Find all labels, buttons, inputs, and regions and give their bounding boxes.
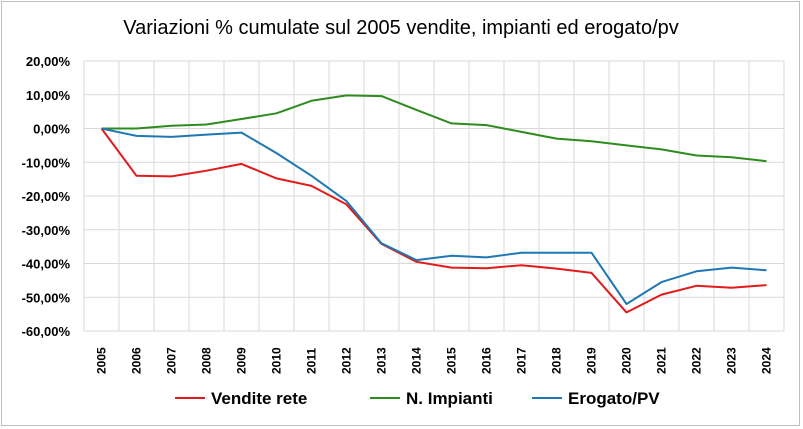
y-tick-label: -40,00% (22, 257, 71, 272)
x-tick-label: 2017 (515, 347, 529, 374)
legend: Vendite rete N. Impianti Erogato/PV (175, 389, 660, 408)
grid (83, 60, 785, 332)
legend-label-erogato-pv: Erogato/PV (568, 389, 660, 408)
series-line-vendite-rete (100, 127, 767, 314)
x-tick-label: 2012 (340, 347, 354, 374)
chart-title: Variazioni % cumulate sul 2005 vendite, … (123, 17, 679, 39)
x-tick-label: 2019 (585, 347, 599, 374)
legend-label-vendite-rete: Vendite rete (211, 389, 307, 408)
x-tick-label: 2020 (620, 347, 634, 374)
y-tick-label: 20,00% (26, 54, 71, 69)
x-tick-label: 2011 (305, 348, 319, 374)
y-tick-label: -20,00% (22, 189, 71, 204)
series-line-n-impianti (101, 94, 767, 163)
x-tick-label: 2024 (760, 347, 774, 374)
x-tick-label: 2014 (410, 347, 424, 374)
x-tick-label: 2010 (270, 347, 284, 374)
x-tick-label: 2007 (165, 347, 179, 374)
y-tick-label: -50,00% (22, 290, 71, 305)
y-tick-label: -30,00% (22, 223, 71, 238)
x-tick-label: 2013 (375, 347, 389, 374)
series-line-erogato-pv (101, 127, 767, 305)
y-tick-label: 10,00% (26, 88, 71, 103)
x-axis-ticks: 2005 2006 2007 2008 2009 2010 2011 2012 2013 2014… (95, 347, 774, 374)
x-tick-label: 2008 (200, 347, 214, 374)
x-tick-label: 2009 (235, 347, 249, 374)
series-lines (100, 94, 767, 314)
x-tick-label: 2021 (655, 347, 669, 374)
x-tick-label: 2016 (480, 347, 494, 374)
y-tick-label: -10,00% (22, 155, 71, 170)
x-tick-label: 2023 (725, 347, 739, 374)
x-tick-label: 2022 (690, 347, 704, 374)
x-tick-label: 2006 (130, 347, 144, 374)
y-tick-label: -60,00% (22, 324, 71, 339)
x-tick-label: 2015 (445, 347, 459, 374)
y-axis-ticks: 20,00% 10,00% 0,00% -10,00% -20,00% -30,00% -4… (22, 54, 71, 339)
x-tick-label: 2018 (550, 347, 564, 374)
legend-label-n-impianti: N. Impianti (406, 389, 493, 408)
x-tick-label: 2005 (95, 347, 109, 374)
y-tick-label: 0,00% (33, 122, 70, 137)
